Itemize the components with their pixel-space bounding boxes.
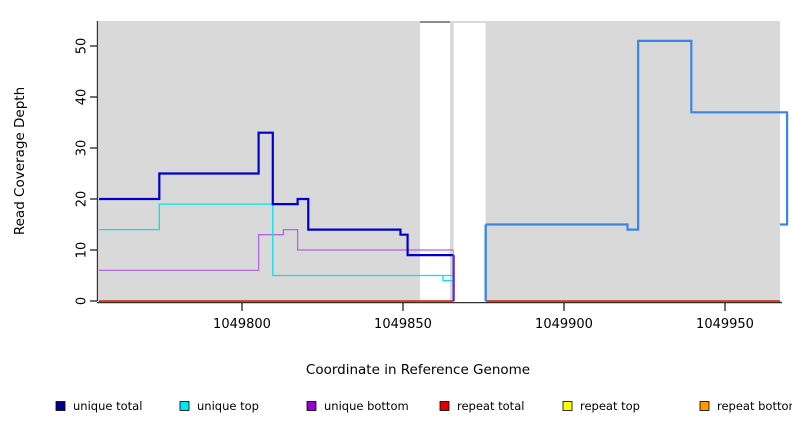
x-tick-label-1049900: 1049900 xyxy=(535,317,593,332)
panel-gap-top-edge xyxy=(420,21,450,23)
legend-swatch-icon xyxy=(55,401,66,411)
y-tick-label-50: 50 xyxy=(75,38,90,55)
no-data-gap-band xyxy=(453,23,486,302)
legend-swatch-icon xyxy=(306,401,317,411)
y-axis-title: Read Coverage Depth xyxy=(12,87,28,235)
series-unique-top xyxy=(99,203,455,301)
legend-label: unique total xyxy=(73,399,142,413)
legend-swatch-icon xyxy=(179,401,190,411)
legend-item-unique-bottom[interactable]: unique bottom xyxy=(306,399,409,413)
x-tick-label-1049950: 1049950 xyxy=(696,317,754,332)
y-tick-labels: 0 10 20 30 40 50 xyxy=(75,38,90,305)
legend-label: repeat total xyxy=(457,399,524,413)
legend-swatch-icon xyxy=(562,401,573,411)
legend-item-unique-top[interactable]: unique top xyxy=(179,399,259,413)
legend-item-repeat-total[interactable]: repeat total xyxy=(439,399,524,413)
legend-item-repeat-top[interactable]: repeat top xyxy=(562,399,640,413)
legend-label: repeat bottom xyxy=(717,399,792,413)
y-tick-label-10: 10 xyxy=(75,242,90,259)
y-tick-label-30: 30 xyxy=(75,140,90,157)
series-unique-total xyxy=(99,131,455,301)
legend-item-unique-total[interactable]: unique total xyxy=(55,399,142,413)
legend-swatch-icon xyxy=(699,401,710,411)
y-tick-marks xyxy=(90,45,97,302)
legend-item-repeat-bottom[interactable]: repeat bottom xyxy=(699,399,792,413)
x-tick-label-1049800: 1049800 xyxy=(213,317,271,332)
series-layer xyxy=(99,23,789,302)
y-tick-label-0: 0 xyxy=(75,297,90,305)
legend-label: unique top xyxy=(197,399,259,413)
y-tick-label-20: 20 xyxy=(75,191,90,208)
legend-label: repeat top xyxy=(580,399,640,413)
x-tick-labels: 1049800 1049850 1049900 1049950 xyxy=(213,317,754,332)
x-tick-marks xyxy=(241,303,726,311)
y-tick-label-40: 40 xyxy=(75,89,90,106)
plot-panel-right xyxy=(450,21,780,301)
legend-swatch-icon xyxy=(439,401,450,411)
legend-label: unique bottom xyxy=(324,399,409,413)
x-axis-title: Coordinate in Reference Genome xyxy=(306,362,530,378)
x-tick-label-1049850: 1049850 xyxy=(374,317,432,332)
series-unique-bottom xyxy=(99,228,455,301)
chart-legend: unique total unique top unique bottom repea… xyxy=(55,399,792,413)
series-unique-total-right xyxy=(484,39,789,301)
